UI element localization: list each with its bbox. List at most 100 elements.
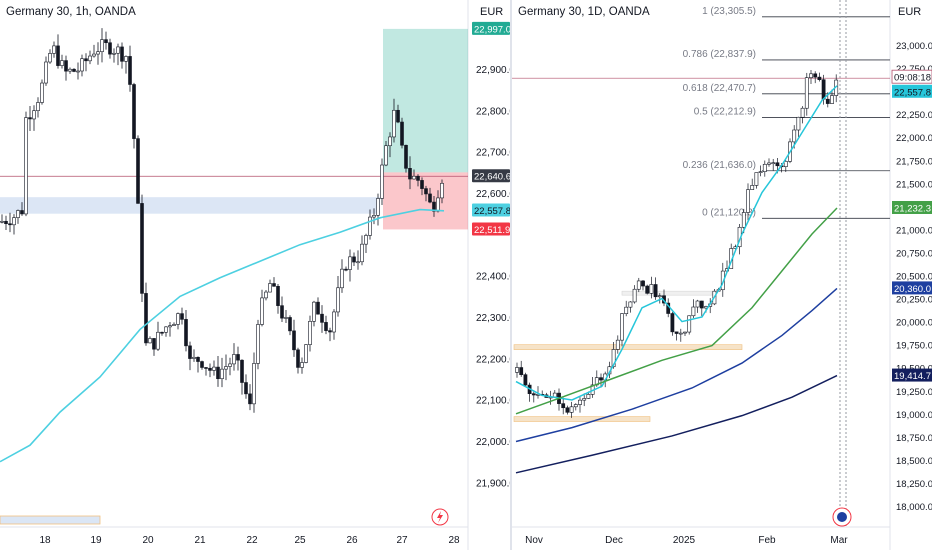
candle-body bbox=[813, 73, 818, 78]
price-axis-tick: 19,750.0 bbox=[896, 341, 932, 352]
candle-body bbox=[670, 313, 675, 333]
candle-body bbox=[320, 313, 324, 323]
candle-body bbox=[328, 330, 332, 333]
time-axis-tick: 2025 bbox=[673, 535, 696, 546]
candle-body bbox=[152, 338, 156, 350]
candle-body bbox=[599, 377, 603, 381]
time-axis-tick: 27 bbox=[396, 535, 408, 546]
candle-body bbox=[124, 56, 128, 62]
fib-level-label: 0.236 (21,636.0) bbox=[683, 160, 756, 171]
candle-body bbox=[112, 52, 116, 55]
candle-body bbox=[792, 129, 797, 143]
daily-chart-plot[interactable]: 1 (23,305.5) 0.786 (22,837.9) 0.618 (22,47… bbox=[512, 0, 932, 550]
candle-body bbox=[416, 175, 420, 181]
price-axis-tick: 22,800.0 bbox=[476, 106, 510, 117]
candle-body bbox=[240, 359, 244, 383]
price-axis-tick: 22,200.0 bbox=[476, 354, 510, 365]
candle-body bbox=[356, 261, 360, 264]
candle-body bbox=[561, 403, 566, 409]
consolidation-zone bbox=[621, 290, 713, 296]
chart-title: Germany 30, 1D, OANDA bbox=[518, 6, 650, 18]
lightning-icon-glyph bbox=[437, 511, 443, 523]
candle-body bbox=[4, 220, 8, 225]
price-label-ma: 22,557.8 bbox=[474, 206, 510, 217]
candle-body bbox=[276, 285, 280, 306]
candle-body bbox=[762, 163, 767, 172]
moving-average-green bbox=[515, 207, 838, 415]
candle-body bbox=[775, 162, 780, 167]
candle-body bbox=[68, 68, 72, 72]
candle-body bbox=[172, 324, 176, 326]
candle-body bbox=[48, 53, 52, 63]
fib-level-label: 1 (23,305.5) bbox=[702, 6, 756, 17]
candle-body bbox=[332, 311, 336, 333]
candle-body bbox=[531, 393, 536, 396]
candle-body bbox=[420, 180, 424, 189]
time-axis-tick: 20 bbox=[142, 535, 154, 546]
chart-title: Germany 30, 1h, OANDA bbox=[6, 6, 136, 18]
price-axis-tick: 18,750.0 bbox=[896, 433, 932, 444]
fib-level-label: 0 (21,120.3) bbox=[702, 207, 756, 218]
hourly-chart-plot[interactable]: 21,900.0 22,000.0 22,100.0 22,200.0 22,300.0… bbox=[0, 0, 510, 550]
candle-body bbox=[687, 315, 692, 333]
daily-chart-pane[interactable]: Germany 30, 1D, OANDA EUR 1 (23,305.5) 0.… bbox=[512, 0, 932, 550]
currency-label: EUR bbox=[898, 6, 922, 18]
candle-body bbox=[641, 280, 645, 287]
price-axis-tick: 18,500.0 bbox=[896, 456, 932, 467]
price-axis-tick: 20,750.0 bbox=[896, 248, 932, 259]
fib-level-label: 0.618 (22,470.7) bbox=[683, 83, 756, 94]
price-label-target: 22,997.0 bbox=[474, 24, 510, 35]
price-label-ma_green-bg bbox=[892, 200, 932, 214]
time-axis-tick: Mar bbox=[830, 535, 848, 546]
candle-body bbox=[400, 121, 404, 146]
candle-body bbox=[200, 361, 204, 368]
price-axis-tick: 22,300.0 bbox=[476, 313, 510, 324]
candle-body bbox=[624, 306, 629, 314]
price-axis-tick: 21,000.0 bbox=[896, 225, 932, 236]
price-label-stop: 22,511.9 bbox=[474, 225, 510, 236]
price-label-ma-bg bbox=[472, 203, 510, 217]
candle-body bbox=[252, 363, 256, 405]
price-axis-tick: 22,000.0 bbox=[476, 437, 510, 448]
candle-body bbox=[168, 325, 172, 328]
candle-body bbox=[695, 300, 700, 308]
candle-body bbox=[767, 162, 771, 165]
candle-body bbox=[636, 280, 641, 290]
price-label-target-bg bbox=[472, 21, 510, 35]
candle-body bbox=[256, 324, 260, 364]
candle-body bbox=[678, 332, 683, 335]
candle-body bbox=[436, 197, 440, 212]
price-axis-tick: 22,250.0 bbox=[896, 110, 932, 121]
candle-body bbox=[578, 399, 582, 405]
time-axis-tick: 21 bbox=[194, 535, 206, 546]
time-axis-tick: 22 bbox=[246, 535, 258, 546]
candle-body bbox=[360, 243, 364, 263]
candle-body bbox=[292, 330, 296, 351]
price-label-ma_green: 21,232.3 bbox=[894, 203, 931, 214]
candle-body bbox=[628, 301, 633, 308]
candle-body bbox=[116, 46, 120, 54]
time-axis-tick: Dec bbox=[605, 535, 623, 546]
price-axis-tick: 22,400.0 bbox=[476, 272, 510, 283]
hourly-chart-pane[interactable]: Germany 30, 1h, OANDA EUR 21,900.0 22,000… bbox=[0, 0, 510, 550]
candle-body bbox=[84, 58, 88, 62]
candle-body bbox=[324, 322, 328, 331]
economic-event-icon-core bbox=[837, 512, 847, 522]
pane-divider[interactable] bbox=[510, 0, 512, 550]
moving-average-navy bbox=[515, 374, 838, 474]
candle-body bbox=[244, 382, 248, 395]
candle-body bbox=[196, 356, 200, 362]
candle-body bbox=[136, 138, 140, 204]
candle-body bbox=[645, 285, 650, 294]
candle-body bbox=[8, 223, 12, 226]
price-axis-tick: 18,250.0 bbox=[896, 479, 932, 490]
candle-body bbox=[796, 116, 801, 131]
price-label-ma_cyan-bg bbox=[892, 84, 932, 98]
take-profit-zone bbox=[383, 28, 468, 173]
candle-body bbox=[236, 354, 240, 361]
candle-body bbox=[272, 283, 276, 287]
fib-level-label: 0.5 (22,212.9) bbox=[694, 107, 756, 118]
candle-body bbox=[212, 366, 216, 371]
candle-body bbox=[771, 162, 776, 165]
candle-body bbox=[232, 354, 236, 365]
